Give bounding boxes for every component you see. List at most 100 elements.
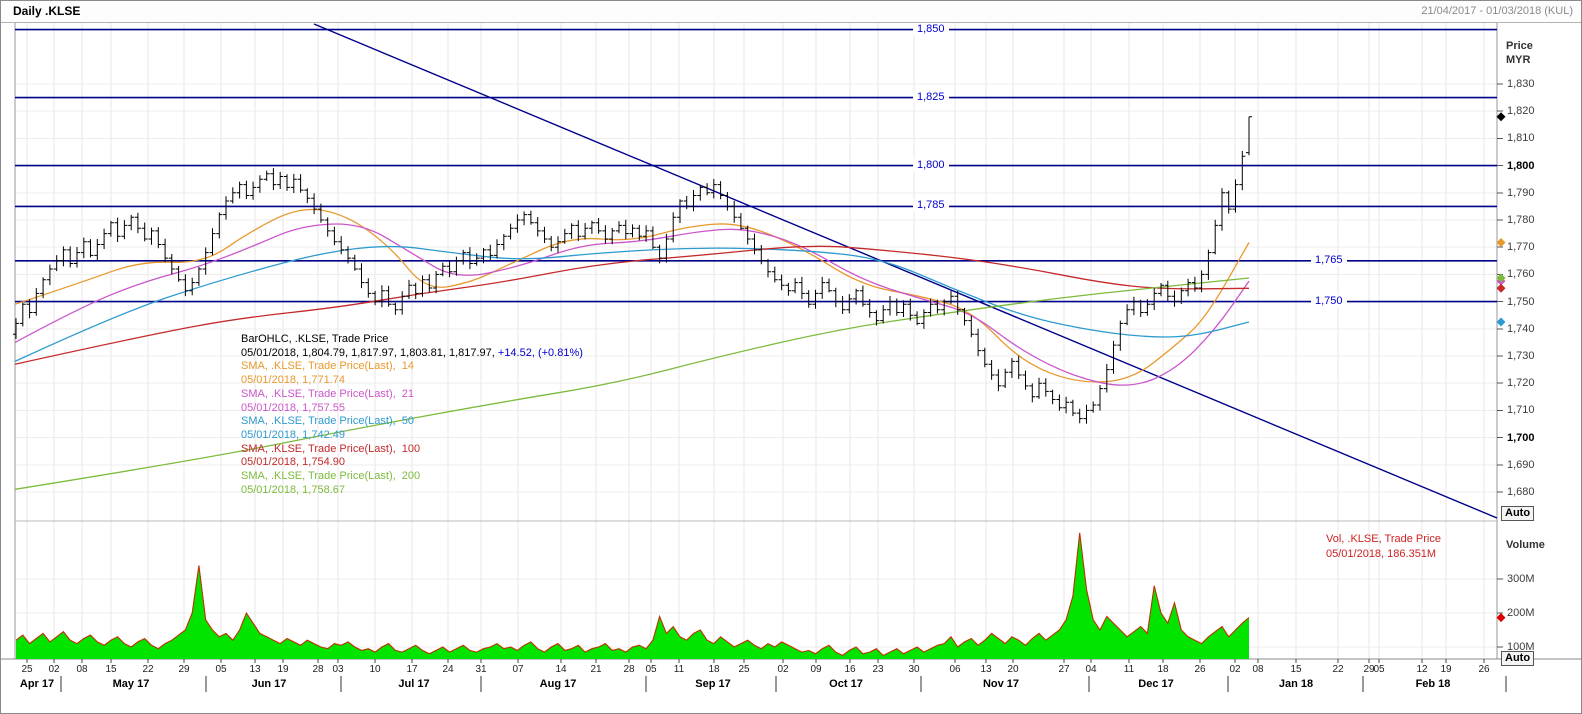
ohlc-bar [677, 199, 683, 223]
ohlc-bar [1117, 320, 1124, 351]
ohlc-bar [480, 248, 487, 264]
day-tick-label: 12 [1416, 664, 1428, 675]
ohlc-bar [1191, 276, 1198, 292]
ohlc-bar [202, 247, 209, 275]
price-legend: BarOHLC, .KLSE, Trade Price 05/01/2018, 1… [241, 333, 583, 497]
ohlc-bar [87, 239, 94, 258]
ohlc-bar [731, 200, 738, 223]
price-tick-label: 1,770 [1507, 241, 1535, 254]
volume-axis-auto-button[interactable]: Auto [1501, 651, 1535, 666]
ohlc-bar [758, 245, 765, 265]
ohlc-bar [419, 275, 426, 297]
ohlc-bar [1185, 278, 1192, 297]
day-tick-label: 27 [1058, 664, 1070, 675]
ohlc-bar [256, 175, 263, 193]
ohlc-bar [595, 218, 602, 234]
downtrend-line[interactable] [313, 23, 1498, 519]
month-label: Aug 17 [539, 678, 577, 690]
legend-text: BarOHLC, .KLSE, Trade Price [241, 333, 389, 345]
ohlc-bar [60, 246, 67, 267]
ohlc-bar [663, 233, 670, 263]
legend-text: 05/01/2018, 1,758.67 [241, 483, 345, 496]
ohlc-bar [263, 170, 270, 181]
ohlc-bar [1008, 358, 1015, 378]
ohlc-bar [19, 302, 26, 327]
ohlc-bar [494, 239, 500, 259]
last-volume-marker [1496, 613, 1506, 623]
volume-tick-label: 200M [1507, 607, 1535, 619]
ohlc-bar [453, 256, 460, 276]
price-tick-label: 1,690 [1507, 458, 1535, 471]
ohlc-bar [1002, 368, 1009, 388]
day-tick-label: 08 [76, 664, 88, 675]
ohlc-bar [446, 260, 453, 278]
ohlc-bar [914, 311, 921, 326]
ohlc-bar [155, 227, 162, 249]
day-tick-label: 07 [512, 664, 524, 675]
ohlc-bar [372, 290, 379, 306]
ohlc-bar [1158, 283, 1164, 297]
day-tick-label: 26 [1478, 664, 1490, 675]
ohlc-bar [250, 181, 257, 200]
ohlc-bar [297, 174, 304, 193]
ohlc-bar [968, 315, 975, 338]
ohlc-bar [345, 246, 351, 264]
ohlc-bar [927, 298, 934, 317]
legend-text: SMA, .KLSE, Trade Price(Last), 100 [241, 442, 421, 455]
ohlc-bar [1205, 249, 1212, 280]
ohlc-bar [67, 246, 74, 268]
ohlc-bar [1049, 389, 1056, 405]
day-tick-label: 13 [249, 664, 261, 675]
ohlc-bar [541, 226, 548, 243]
ohlc-bar [656, 244, 663, 264]
month-label: Jul 17 [398, 678, 430, 690]
ohlc-bar [710, 179, 717, 199]
month-label: May 17 [112, 678, 150, 690]
ohlc-bar [846, 294, 853, 314]
day-tick-label: 18 [708, 664, 720, 675]
legend-text: SMA, .KLSE, Trade Price(Last), 200 [241, 470, 421, 483]
ohlc-bar [121, 220, 128, 240]
ohlc-bar [771, 266, 778, 283]
ohlc-bar [1212, 219, 1219, 255]
ohlc-bar [1022, 370, 1029, 390]
month-label: Nov 17 [982, 678, 1020, 690]
price-level-label: 1,850 [913, 22, 949, 35]
sma-14-line[interactable] [14, 208, 1250, 383]
ohlc-bar [920, 309, 927, 329]
sma-200-line[interactable] [14, 277, 1250, 490]
ohlc-bar [74, 247, 80, 268]
ohlc-bar [399, 291, 406, 315]
day-tick-label: 28 [312, 664, 324, 675]
ohlc-bar [80, 237, 87, 259]
price-axis-header-line1: Price [1506, 40, 1533, 52]
volume-area[interactable] [16, 532, 1249, 659]
ohlc-bar [893, 298, 900, 316]
day-tick-label: 05 [215, 664, 227, 675]
ohlc-bar [500, 234, 507, 251]
ohlc-bar [853, 288, 860, 305]
ohlc-bar [954, 291, 961, 315]
sma-21-line[interactable] [14, 223, 1250, 386]
price-axis-header: Price MYR [1506, 39, 1533, 67]
price-axis-auto-button[interactable]: Auto [1501, 506, 1535, 521]
price-tick-label: 1,730 [1507, 350, 1535, 362]
ohlc-bar [1171, 290, 1178, 307]
ohlc-bar [961, 307, 968, 326]
price-tick-label: 1,710 [1507, 404, 1535, 417]
price-tick-label: 1,790 [1507, 186, 1535, 199]
ohlc-bar [683, 196, 690, 210]
day-tick-label: 15 [1290, 664, 1302, 675]
ohlc-bar [1219, 188, 1225, 231]
day-tick-label: 05 [645, 664, 657, 675]
ohlc-bar [182, 274, 189, 297]
legend-text: 05/01/2018, 1,742.49 [241, 428, 345, 441]
ohlc-bar [304, 188, 311, 204]
ohlc-bar [1178, 287, 1185, 304]
legend-row: 05/01/2018, 1,754.90 [241, 456, 583, 470]
ohlc-bar [805, 290, 812, 308]
ohlc-bar [521, 211, 528, 226]
ohlc-bar [412, 282, 419, 300]
sma-50-line[interactable] [14, 245, 1250, 362]
